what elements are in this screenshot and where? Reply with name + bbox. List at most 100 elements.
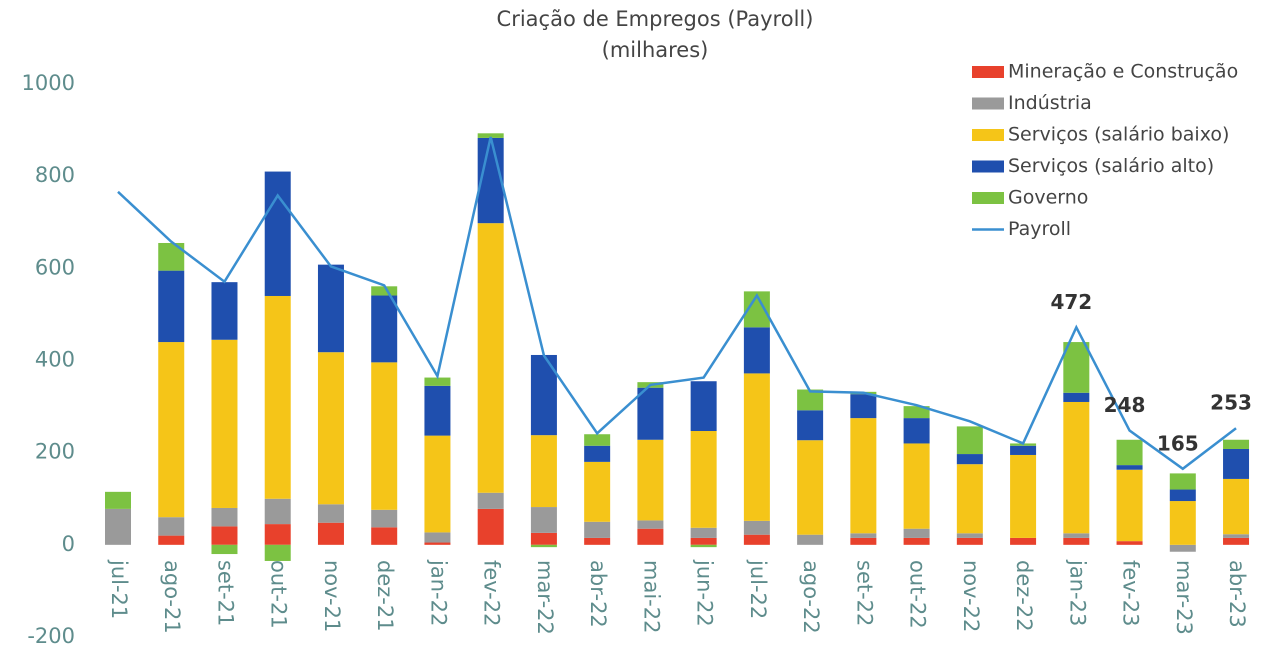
x-tick-label: mai-22: [639, 560, 663, 633]
bar-segment: [1010, 537, 1037, 545]
bar-segment: [584, 445, 611, 462]
data-label: 253: [1210, 391, 1252, 415]
bar-segment: [743, 534, 770, 545]
bar-segment: [743, 520, 770, 535]
bar-segment: [424, 532, 451, 543]
x-tick-label: mar-23: [1172, 560, 1196, 635]
x-tick-label: nov-22: [959, 560, 983, 632]
x-tick-label: nov-21: [320, 560, 344, 632]
bar-segment: [317, 504, 344, 523]
bar-segment: [530, 435, 557, 508]
bar-segment: [317, 352, 344, 505]
x-tick-label: jan-23: [1065, 559, 1089, 626]
x-tick-label: jul-22: [746, 559, 770, 619]
bar-segment: [956, 464, 983, 534]
bar-segment: [211, 282, 238, 340]
bar-segment: [1223, 439, 1250, 449]
bar-segment: [264, 544, 291, 561]
bar-segment: [317, 522, 344, 545]
bar-segment: [1169, 473, 1196, 490]
bar-segment: [211, 526, 238, 545]
bar-segment: [1223, 537, 1250, 545]
bar-segment: [690, 431, 717, 528]
bar-segment: [584, 537, 611, 545]
bar-segment: [956, 537, 983, 545]
data-label: 165: [1157, 431, 1199, 455]
bar-segment: [264, 524, 291, 545]
bar-segment: [850, 537, 877, 545]
bar-segment: [850, 418, 877, 534]
bar-segment: [477, 133, 504, 138]
bar-segment: [743, 327, 770, 374]
bar-segment: [956, 454, 983, 465]
bar-segment: [1223, 534, 1250, 538]
bar-segment: [1223, 448, 1250, 479]
bar-segment: [371, 527, 398, 545]
bar-segment: [903, 418, 930, 444]
x-tick-label: dez-21: [373, 560, 397, 632]
bar-segment: [797, 440, 824, 535]
bar-segment: [903, 528, 930, 538]
legend-label: Indústria: [1008, 92, 1092, 114]
x-tick-label: dez-22: [1012, 560, 1036, 632]
bar-segment: [743, 373, 770, 521]
y-tick-label: 200: [35, 440, 75, 464]
bar-segment: [371, 295, 398, 363]
x-tick-label: jun-22: [693, 559, 717, 627]
bar-segment: [690, 381, 717, 432]
x-tick-label: set-22: [852, 560, 876, 626]
bar-segment: [690, 544, 717, 548]
bar-segment: [1063, 342, 1090, 393]
x-tick-label: set-21: [213, 560, 237, 626]
bar-segment: [477, 508, 504, 545]
chart-subtitle: (milhares): [602, 38, 709, 62]
bar-segment: [956, 426, 983, 455]
y-tick-label: -200: [27, 624, 75, 648]
legend-swatch: [972, 129, 1004, 141]
x-tick-label: abr-22: [586, 560, 610, 628]
x-tick-label: fev-23: [1119, 560, 1143, 626]
bar-segment: [903, 537, 930, 545]
bar-segment: [690, 527, 717, 538]
bar-segment: [105, 491, 131, 509]
x-tick-label: fev-22: [480, 560, 504, 626]
bar-segment: [903, 443, 930, 529]
bar-segment: [317, 264, 344, 353]
bar-segment: [797, 534, 824, 545]
bar-segment: [1116, 439, 1143, 466]
bar-segment: [424, 377, 451, 386]
x-tick-label: out-22: [906, 560, 930, 629]
bar-segment: [371, 286, 398, 296]
bar-segment: [637, 528, 664, 545]
bar-segment: [1169, 544, 1196, 552]
bar-segment: [530, 507, 557, 533]
bar-segment: [1169, 501, 1196, 545]
bar-segment: [1010, 445, 1037, 455]
bar-segment: [477, 492, 504, 509]
bar-segment: [530, 544, 557, 548]
y-tick-label: 800: [35, 163, 75, 187]
legend-label: Serviços (salário baixo): [1008, 124, 1229, 146]
bar-segment: [264, 295, 291, 499]
bar-segment: [371, 509, 398, 528]
legend-label: Payroll: [1008, 218, 1071, 240]
y-tick-label: 600: [35, 255, 75, 279]
data-label: 472: [1050, 290, 1092, 314]
legend-swatch: [972, 160, 1004, 173]
bar-segment: [158, 517, 185, 536]
bar-segment: [1116, 541, 1143, 545]
y-tick-label: 400: [35, 348, 75, 372]
bar-segment: [690, 537, 717, 545]
bar-segment: [1063, 533, 1090, 538]
bar-segment: [424, 385, 451, 436]
bar-segment: [637, 520, 664, 529]
x-tick-label: mar-22: [533, 560, 557, 635]
bar-segment: [424, 435, 451, 533]
bar-segment: [637, 439, 664, 521]
bar-segment: [797, 410, 824, 441]
bar-segment: [1063, 392, 1090, 402]
bar-segment: [1116, 465, 1143, 470]
legend-swatch: [972, 192, 1004, 204]
bar-segment: [1063, 537, 1090, 545]
